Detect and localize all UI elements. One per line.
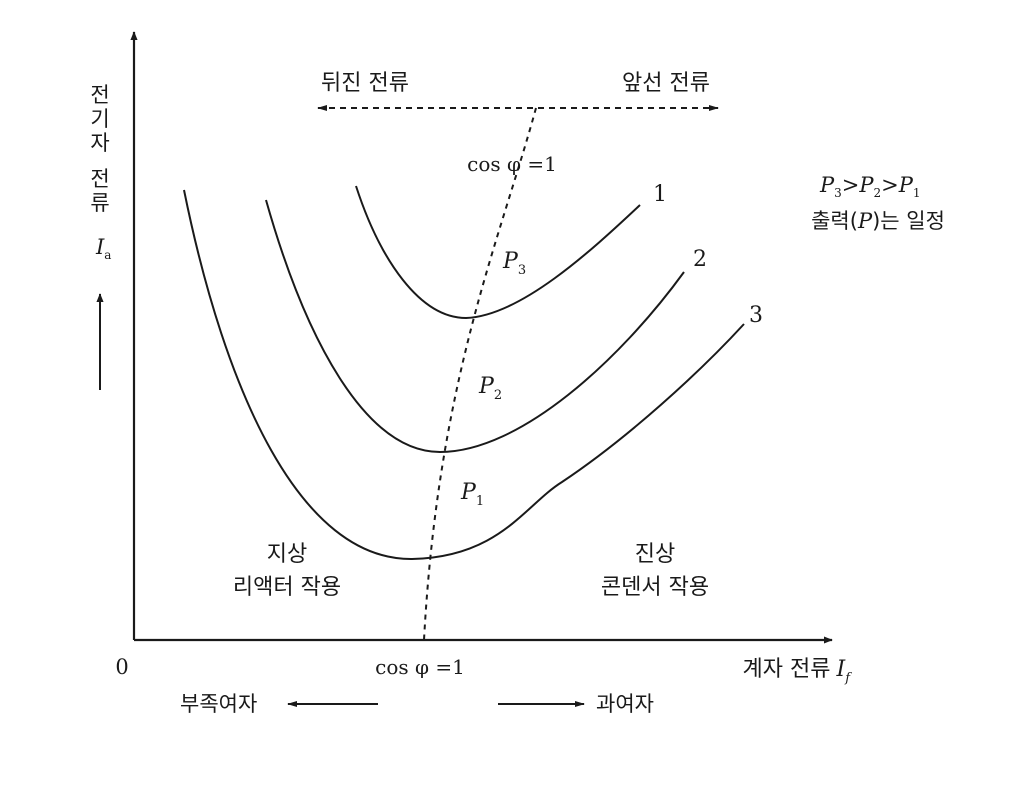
y-axis-label-char-5: 류 — [90, 191, 109, 215]
y-axis-label-char-2: 기 — [90, 107, 109, 131]
y-axis-label-char-4: 전 — [90, 167, 109, 191]
x-axis-symbol: I — [835, 657, 846, 682]
under-excitation-label: 부족여자 — [180, 692, 257, 716]
power-label-p1: P1 — [460, 480, 484, 509]
y-axis-label-char-1: 전 — [90, 83, 109, 107]
lagging-region-line2: 리액터 작용 — [233, 575, 341, 600]
power-label-p2: P2 — [478, 374, 502, 403]
x-axis-label: 계자 전류 If — [743, 657, 853, 686]
curve-number-2: 2 — [693, 247, 707, 272]
v-curve-2 — [265, 199, 685, 454]
curve-number-1: 1 — [653, 182, 667, 207]
leading-region-line2: 콘덴서 작용 — [601, 575, 709, 600]
y-axis-symbol: Ia — [95, 235, 111, 262]
v-curve-3 — [183, 189, 745, 561]
v-curve-1 — [355, 185, 641, 320]
unity-pf-label-top: cos φ =1 — [467, 152, 557, 176]
y-axis-label-char-3: 자 — [90, 131, 109, 155]
unity-pf-label-bottom: cos φ =1 — [375, 655, 465, 679]
power-relation-note: P3>P2>P1 — [819, 173, 921, 200]
origin-label: 0 — [115, 655, 128, 679]
over-excitation-label: 과여자 — [596, 692, 654, 716]
leading-current-label: 앞선 전류 — [622, 71, 710, 96]
lagging-region-line1: 지상 — [267, 542, 307, 567]
leading-region-line1: 진상 — [635, 542, 675, 567]
curve-number-3: 3 — [749, 303, 763, 328]
y-axis-symbol-sub: a — [104, 248, 111, 262]
x-axis-symbol-sub: f — [844, 671, 852, 686]
power-label-p3: P3 — [502, 249, 526, 278]
constant-output-note: 출력(P)는 일정 — [811, 209, 945, 233]
unity-pf-line — [423, 107, 537, 641]
lagging-current-label: 뒤진 전류 — [321, 71, 409, 96]
